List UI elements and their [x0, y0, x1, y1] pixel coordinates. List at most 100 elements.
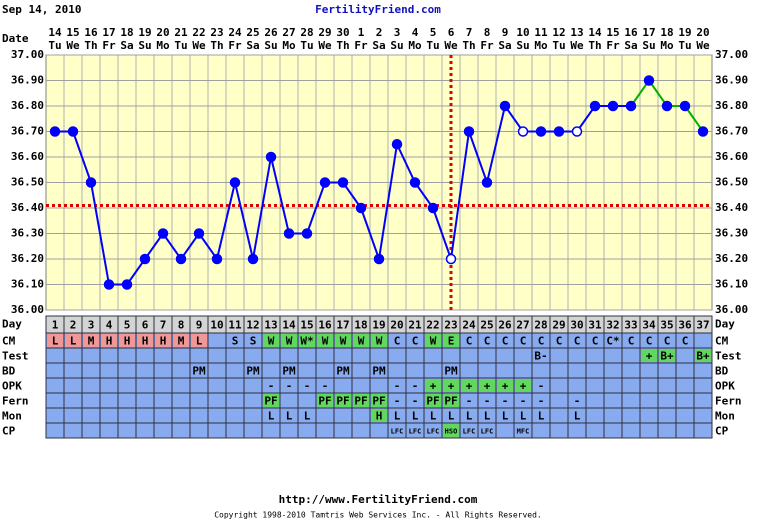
temperature-point	[121, 279, 133, 290]
date: 18	[660, 26, 673, 39]
temperature-point	[589, 100, 601, 112]
cell-text: PM	[192, 365, 206, 378]
date: 26	[264, 26, 278, 39]
day-number: 13	[264, 319, 277, 332]
cell-text: PF	[336, 395, 349, 408]
weekday: Fr	[480, 39, 494, 52]
weekday: We	[696, 39, 710, 52]
row-label-right: OPK	[715, 380, 735, 393]
day-number: 4	[106, 319, 113, 332]
cell-text: C	[682, 335, 689, 348]
temperature-point	[265, 151, 277, 163]
temperature-point	[391, 139, 403, 150]
date: 14	[588, 26, 602, 39]
row-label: Fern	[2, 395, 29, 408]
cell-text: W	[358, 335, 365, 348]
temperature-point	[553, 126, 565, 137]
y-tick-label: 36.70	[11, 125, 44, 138]
y-tick-label-right: 36.70	[715, 125, 748, 138]
cell-text: -	[520, 395, 527, 408]
cell-highlight	[461, 379, 477, 392]
cell-text: -	[304, 380, 311, 393]
date: 18	[120, 26, 133, 39]
date: 19	[678, 26, 691, 39]
day-number: 22	[426, 319, 439, 332]
date: 5	[430, 26, 437, 39]
day-number: 15	[300, 319, 313, 332]
cell-text: PF	[372, 395, 385, 408]
row-label: Mon	[2, 410, 22, 423]
weekday: Tu	[300, 39, 313, 52]
temperature-point	[157, 228, 169, 239]
day-number: 34	[642, 319, 656, 332]
cell-text: C	[502, 335, 509, 348]
cell-text: +	[466, 380, 473, 393]
temperature-point	[229, 177, 241, 188]
temperature-point	[85, 177, 97, 188]
day-number: 30	[570, 319, 583, 332]
date: 2	[376, 26, 383, 39]
row-label: OPK	[2, 380, 22, 393]
cell-highlight	[317, 394, 333, 407]
date: 21	[174, 26, 188, 39]
cell-text: HSO	[445, 428, 458, 436]
date: 17	[102, 26, 115, 39]
y-tick-label-right: 36.30	[715, 227, 748, 240]
cell-text: L	[520, 410, 527, 423]
day-number: 33	[624, 319, 637, 332]
weekday: Tu	[48, 39, 61, 52]
day-number: 27	[516, 319, 529, 332]
cell-highlight	[443, 379, 459, 392]
cell-text: C	[394, 335, 401, 348]
y-tick-label: 37.00	[11, 48, 44, 61]
date: 24	[228, 26, 242, 39]
cell-text: H	[376, 410, 383, 423]
temperature-point	[103, 279, 115, 290]
weekday: Th	[588, 39, 601, 52]
cell-text: L	[286, 410, 293, 423]
cell-text: B-	[534, 350, 547, 363]
cell-text: L	[52, 335, 59, 348]
cell-text: PF	[264, 395, 277, 408]
cell-text: W*	[300, 335, 313, 348]
day-label: Day	[2, 318, 22, 331]
cell-text: W	[376, 335, 383, 348]
cell-highlight	[425, 394, 441, 407]
cell-text: H	[106, 335, 113, 348]
y-tick-label-right: 36.50	[715, 176, 748, 189]
cell-text: -	[538, 380, 545, 393]
weekday: Fr	[354, 39, 368, 52]
temperature-point	[445, 253, 457, 265]
cell-highlight	[191, 334, 207, 347]
cell-text: L	[268, 410, 275, 423]
day-number: 28	[534, 319, 547, 332]
cell-text: PM	[444, 365, 458, 378]
row-label: Test	[2, 350, 29, 363]
date: 16	[624, 26, 638, 39]
y-tick-label-right: 36.00	[715, 303, 748, 316]
y-tick-label-right: 37.00	[715, 48, 748, 61]
weekday: Su	[390, 39, 403, 52]
cell-highlight	[299, 334, 315, 347]
cell-text: LFC	[427, 428, 440, 436]
cell-text: L	[574, 410, 581, 423]
cell-text: B+	[696, 350, 710, 363]
cell-highlight	[695, 349, 711, 362]
cell-text: +	[520, 380, 527, 393]
date: 11	[534, 26, 548, 39]
cell-text: PM	[336, 365, 350, 378]
cell-highlight	[641, 349, 657, 362]
date: 13	[570, 26, 583, 39]
date: 16	[84, 26, 98, 39]
cell-text: C	[484, 335, 491, 348]
copyright: Copyright 1998-2010 Tamtris Web Services…	[214, 511, 542, 520]
cell-text: S	[250, 335, 257, 348]
cell-text: -	[268, 380, 275, 393]
date: 12	[552, 26, 565, 39]
date: 20	[696, 26, 709, 39]
weekday: Sa	[120, 39, 133, 52]
cell-text: C	[592, 335, 599, 348]
cell-text: -	[394, 395, 401, 408]
row-label-right: Mon	[715, 410, 735, 423]
row-label: CM	[2, 335, 16, 348]
